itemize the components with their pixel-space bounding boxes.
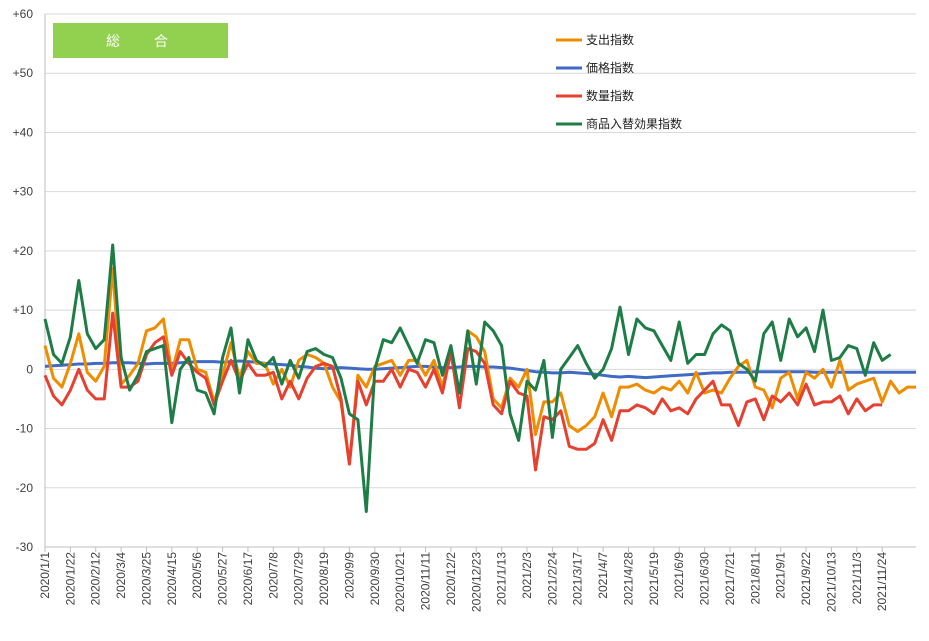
legend-label: 価格指数: [586, 60, 634, 75]
x-tick-label: 2021/8/11: [748, 552, 762, 605]
x-tick-label: 2021/6/30: [698, 552, 712, 606]
x-tick-label: 2021/9/22: [799, 552, 813, 606]
y-tick-label: +30: [13, 185, 34, 199]
title-background: [53, 23, 228, 58]
x-tick-label: 2021/5/19: [647, 552, 661, 606]
y-tick-label: +60: [13, 7, 34, 21]
x-tick-label: 2020/8/19: [317, 552, 331, 606]
legend-label: 数量指数: [586, 88, 634, 103]
x-axis-ticks: 2020/1/1 2020/1/22 2020/2/12 2020/3/4 2020/3…: [38, 547, 889, 612]
y-tick-label: 0: [26, 362, 33, 376]
x-tick-label: 2021/6/9: [672, 552, 686, 599]
y-tick-label: +50: [13, 66, 34, 80]
series-line-2: [43, 311, 883, 472]
x-tick-label: 2020/7/29: [292, 552, 306, 606]
legend-label: 支出指数: [586, 32, 634, 47]
x-tick-label: 2020/2/12: [89, 552, 103, 606]
x-tick-label: 2021/9/1: [774, 552, 788, 599]
x-tick-label: 2020/3/4: [114, 552, 128, 599]
x-tick-label: 2020/10/21: [393, 552, 407, 612]
chart-title-box: 総 合: [53, 23, 228, 58]
x-tick-label: 2021/11/3: [850, 552, 864, 605]
x-tick-label: 2020/6/17: [241, 552, 255, 606]
x-tick-label: 2020/7/8: [266, 552, 280, 599]
y-tick-label: -20: [16, 481, 34, 495]
y-tick-label: -30: [16, 540, 34, 554]
x-tick-label: 2020/9/30: [368, 552, 382, 606]
series-line-3: [43, 243, 892, 513]
x-tick-label: 2021/2/3: [520, 552, 534, 599]
x-tick-label: 2020/5/6: [190, 552, 204, 599]
axes: [44, 14, 916, 548]
legend-label: 商品入替効果指数: [586, 116, 682, 131]
gridlines: [45, 13, 916, 548]
x-tick-label: 2021/4/7: [596, 552, 610, 599]
series-lines: [43, 243, 916, 513]
x-tick-label: 2020/12/23: [469, 552, 483, 612]
x-tick-label: 2021/10/13: [824, 552, 838, 612]
x-tick-label: 2021/7/21: [723, 552, 737, 606]
chart-title: 総 合: [106, 33, 178, 49]
x-tick-label: 2021/11/24: [875, 552, 889, 611]
x-tick-label: 2021/1/13: [495, 552, 509, 606]
x-tick-label: 2020/3/25: [139, 552, 153, 606]
y-tick-label: -10: [16, 422, 34, 436]
x-tick-label: 2020/1/22: [63, 552, 77, 606]
x-tick-label: 2020/1/1: [38, 552, 52, 599]
y-tick-label: +40: [13, 125, 34, 139]
y-tick-label: +20: [13, 244, 34, 258]
y-axis-ticks: +60 +50 +40 +30 +20 +10 0 -10 -20 -30: [13, 7, 34, 554]
x-tick-label: 2020/12/2: [444, 552, 458, 606]
x-tick-label: 2020/4/15: [165, 552, 179, 606]
y-tick-label: +10: [13, 303, 34, 317]
x-tick-label: 2021/4/28: [621, 552, 635, 606]
x-tick-label: 2020/11/11: [419, 552, 433, 611]
x-tick-label: 2021/3/17: [571, 552, 585, 606]
x-tick-label: 2020/9/9: [342, 552, 356, 599]
x-tick-label: 2020/5/27: [216, 552, 230, 606]
x-tick-label: 2021/2/24: [545, 552, 559, 606]
